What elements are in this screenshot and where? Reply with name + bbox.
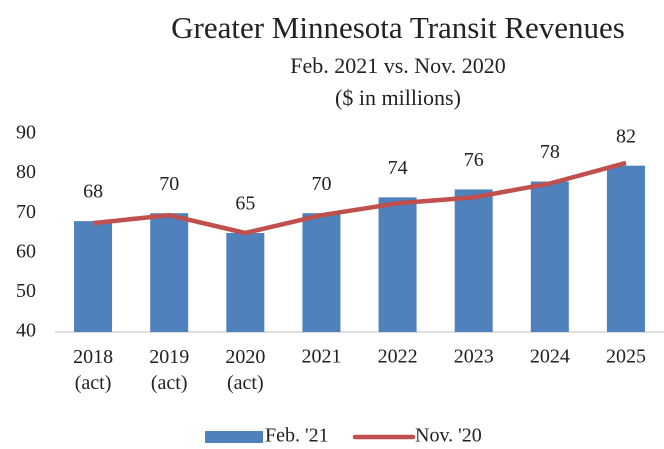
bar — [226, 233, 265, 332]
y-tick-label: 50 — [16, 280, 36, 302]
x-tick-label: 2024 — [530, 346, 570, 368]
bar — [606, 165, 645, 332]
data-label: 74 — [388, 157, 408, 179]
y-tick-label: 80 — [16, 161, 36, 183]
x-tick-label: 2022 — [378, 346, 418, 368]
data-label: 68 — [83, 181, 103, 203]
data-label: 76 — [464, 149, 484, 171]
legend-swatch — [205, 431, 263, 443]
x-tick-label: 2025 — [606, 346, 646, 368]
x-tick-label-line: 2019 — [149, 346, 189, 368]
data-label: 82 — [616, 125, 636, 147]
x-tick-label-line: (act) — [75, 372, 112, 394]
line — [92, 160, 627, 236]
y-tick-label: 60 — [16, 240, 36, 262]
legend-label: Nov. '20 — [415, 425, 482, 447]
data-label: 65 — [235, 193, 255, 215]
x-tick-label-line: 2020 — [225, 346, 265, 368]
legend-label: Feb. '21 — [265, 425, 329, 447]
x-tick-label: 2023 — [454, 346, 494, 368]
x-tick-label: 2020 (act) — [225, 346, 265, 394]
bar — [302, 213, 341, 332]
bar — [150, 213, 189, 332]
data-label: 78 — [540, 141, 560, 163]
x-tick-label-line: 2018 — [73, 346, 113, 368]
data-label: 70 — [159, 173, 179, 195]
bar — [454, 189, 493, 332]
bar — [530, 181, 569, 332]
x-tick-label-line: (act) — [151, 372, 188, 394]
bar — [74, 221, 113, 332]
x-tick-label: 2018 (act) — [73, 346, 113, 394]
x-tick-label-line: (act) — [227, 372, 264, 394]
chart-title: Greater Minnesota Transit Revenues — [171, 10, 625, 45]
chart-subtitle: ($ in millions) — [335, 85, 461, 110]
bar — [378, 197, 417, 332]
y-tick-label: 40 — [16, 320, 36, 342]
y-tick-label: 90 — [16, 122, 36, 144]
x-tick-label: 2021 — [301, 346, 341, 368]
y-tick-label: 70 — [16, 201, 36, 223]
data-label: 70 — [311, 173, 331, 195]
x-tick-label: 2019 (act) — [149, 346, 189, 394]
chart-subtitle: Feb. 2021 vs. Nov. 2020 — [290, 53, 506, 78]
